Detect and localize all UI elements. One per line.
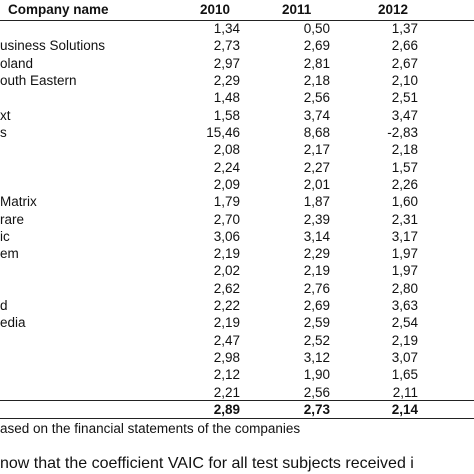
value-cell: 1,60 — [391, 194, 418, 210]
value-cell: 2,17 — [303, 142, 330, 158]
company-name: rare — [0, 211, 25, 227]
value-cell: 2,66 — [391, 38, 418, 54]
value-cell: 2,59 — [303, 315, 330, 331]
value-cell: 2,54 — [391, 315, 418, 331]
value-cell: 2,76 — [303, 280, 330, 296]
value-cell: 2,27 — [303, 159, 330, 175]
value-cell: 2,29 — [213, 72, 240, 88]
value-cell: 2,69 — [303, 38, 330, 54]
value-cell: 2,19 — [303, 263, 330, 279]
value-cell: 2,10 — [391, 72, 418, 88]
value-cell: 1,97 — [391, 263, 418, 279]
company-name: xt — [0, 107, 11, 123]
value-cell: 1,79 — [213, 194, 240, 210]
value-cell: 2,56 — [303, 384, 330, 400]
value-cell: 0,50 — [303, 21, 330, 36]
value-cell: 2,52 — [303, 332, 330, 348]
header-cell: 2011 — [282, 2, 312, 17]
value-cell: 2,81 — [303, 55, 330, 71]
value-cell: 2,97 — [213, 55, 240, 71]
value-cell: 1,90 — [303, 367, 330, 383]
header-cell: Company name — [8, 2, 109, 17]
value-cell: 2,18 — [391, 142, 418, 158]
company-name: d — [0, 298, 8, 314]
company-name: oland — [0, 55, 34, 71]
value-cell: 2,01 — [303, 176, 330, 192]
value-cell: 3,14 — [303, 228, 330, 244]
total-cell: 2,73 — [303, 402, 330, 418]
value-cell: 1,97 — [391, 246, 418, 262]
company-name: em — [0, 246, 19, 262]
value-cell: 1,57 — [391, 159, 418, 175]
value-cell: 2,62 — [213, 280, 240, 296]
value-cell: 2,56 — [303, 90, 330, 106]
value-cell: 2,12 — [213, 367, 240, 383]
value-cell: 2,19 — [213, 246, 240, 262]
value-cell: 2,47 — [213, 332, 240, 348]
company-name: s — [0, 124, 7, 140]
company-name: ic — [0, 228, 10, 244]
value-cell: 2,26 — [391, 176, 418, 192]
header-cell: 2012 — [378, 2, 409, 17]
value-cell: 3,07 — [391, 350, 418, 366]
total-cell: 2,89 — [213, 402, 240, 418]
total-cell: 2,14 — [391, 402, 418, 418]
company-name: usiness Solutions — [0, 38, 106, 54]
value-cell: 1,58 — [213, 107, 240, 123]
value-cell: 2,29 — [303, 246, 330, 262]
value-cell: 2,51 — [391, 90, 418, 106]
value-cell: 2,18 — [303, 72, 330, 88]
value-cell: 2,70 — [213, 211, 240, 227]
value-cell: -2,83 — [387, 124, 418, 140]
value-cell: 1,87 — [303, 194, 330, 210]
value-cell: 2,98 — [213, 350, 240, 366]
value-cell: 2,31 — [391, 211, 418, 227]
value-cell: 3,63 — [391, 298, 418, 314]
value-cell: 3,12 — [303, 350, 330, 366]
value-cell: 2,08 — [213, 142, 240, 158]
value-cell: 2,19 — [391, 332, 418, 348]
value-cell: 2,02 — [213, 263, 240, 279]
value-cell: 3,47 — [391, 107, 418, 123]
header-rule — [0, 20, 474, 21]
value-cell: 2,67 — [391, 55, 418, 71]
header-cell: 2010 — [200, 2, 231, 17]
value-cell: 3,17 — [391, 228, 418, 244]
value-cell: 1,48 — [213, 90, 240, 106]
company-name: edia — [0, 315, 26, 331]
value-cell: 15,46 — [206, 124, 240, 140]
value-cell: 2,11 — [392, 384, 418, 400]
value-cell: 1,37 — [391, 21, 418, 36]
value-cell: 2,09 — [213, 176, 240, 192]
value-cell: 3,06 — [213, 228, 240, 244]
value-cell: 2,19 — [213, 315, 240, 331]
total-rule — [0, 400, 474, 401]
table-source: ased on the financial statements of the … — [0, 421, 301, 436]
value-cell: 2,39 — [303, 211, 330, 227]
value-cell: 2,22 — [213, 298, 240, 314]
body-text: now that the coefficient VAIC for all te… — [0, 455, 414, 472]
value-cell: 3,74 — [303, 107, 330, 123]
company-name: outh Eastern — [0, 72, 77, 88]
value-cell: 2,73 — [213, 38, 240, 54]
value-cell: 1,65 — [391, 367, 418, 383]
value-cell: 8,68 — [303, 124, 330, 140]
value-cell: 2,69 — [303, 298, 330, 314]
company-name: Matrix — [0, 194, 37, 210]
value-cell: 1,34 — [213, 21, 240, 36]
value-cell: 2,21 — [213, 384, 240, 400]
value-cell: 2,80 — [391, 280, 418, 296]
value-cell: 2,24 — [213, 159, 240, 175]
bottom-rule — [0, 418, 474, 419]
